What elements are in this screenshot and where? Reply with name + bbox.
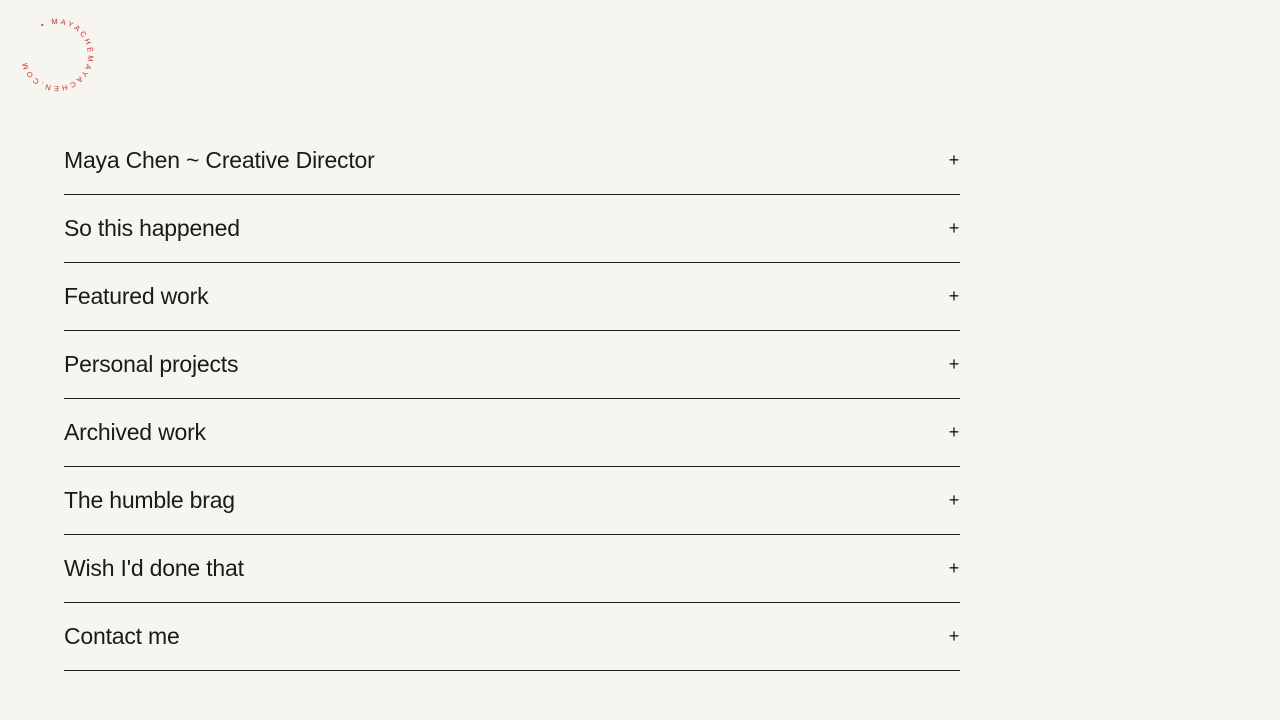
plus-icon[interactable]: +: [948, 218, 960, 238]
accordion-item[interactable]: The humble brag +: [64, 467, 960, 535]
plus-icon[interactable]: +: [948, 422, 960, 442]
plus-icon[interactable]: +: [948, 490, 960, 510]
svg-text:• MAYACHEMAYACHEN.COM: • MAYACHEMAYACHEN.COM: [19, 17, 95, 93]
accordion-item-label: Wish I'd done that: [64, 555, 244, 581]
accordion-menu: Maya Chen ~ Creative Director + So this ha…: [64, 127, 960, 671]
accordion-item[interactable]: Archived work +: [64, 399, 960, 467]
accordion-item[interactable]: Maya Chen ~ Creative Director +: [64, 127, 960, 195]
accordion-item[interactable]: So this happened +: [64, 195, 960, 263]
accordion-item-label: Maya Chen ~ Creative Director: [64, 147, 375, 173]
plus-icon[interactable]: +: [948, 286, 960, 306]
accordion-item[interactable]: Personal projects +: [64, 331, 960, 399]
accordion-item-label: Personal projects: [64, 351, 239, 377]
accordion-item-label: Featured work: [64, 283, 209, 309]
accordion-item[interactable]: Featured work +: [64, 263, 960, 331]
accordion-item[interactable]: Wish I'd done that +: [64, 535, 960, 603]
accordion-item-label: Contact me: [64, 623, 180, 649]
accordion-item[interactable]: Contact me +: [64, 603, 960, 671]
logo[interactable]: • MAYACHEMAYACHEN.COM: [17, 15, 97, 95]
accordion-item-label: The humble brag: [64, 487, 235, 513]
circular-logo-mark: • MAYACHEMAYACHEN.COM: [19, 17, 95, 93]
plus-icon[interactable]: +: [948, 150, 960, 170]
plus-icon[interactable]: +: [948, 626, 960, 646]
logo-text: • MAYACHEMAYACHEN.COM: [19, 17, 92, 93]
plus-icon[interactable]: +: [948, 558, 960, 578]
plus-icon[interactable]: +: [948, 354, 960, 374]
accordion-item-label: Archived work: [64, 419, 206, 445]
accordion-item-label: So this happened: [64, 215, 240, 241]
